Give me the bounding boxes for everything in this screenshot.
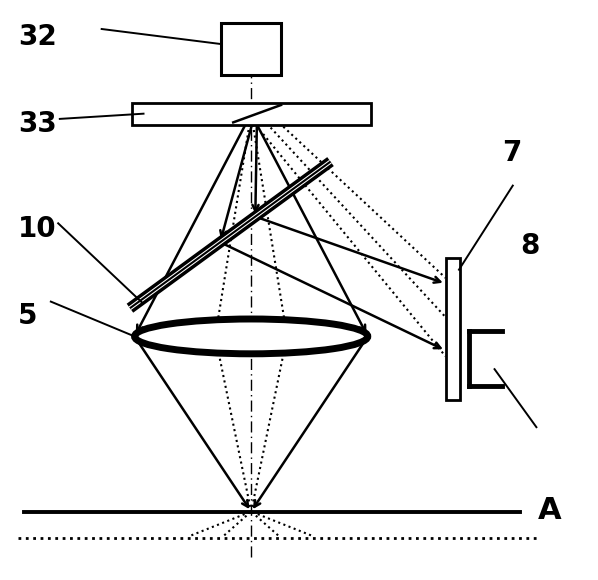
Text: 32: 32 [18,23,57,51]
Text: 8: 8 [520,232,539,260]
Text: 7: 7 [502,139,521,167]
Bar [221,23,281,75]
Text: 10: 10 [18,215,57,242]
Text: A: A [538,496,562,525]
Ellipse shape [135,319,368,354]
Bar [132,103,371,125]
Text: 33: 33 [18,110,57,138]
Bar [446,258,460,400]
Text: 5: 5 [18,302,38,329]
